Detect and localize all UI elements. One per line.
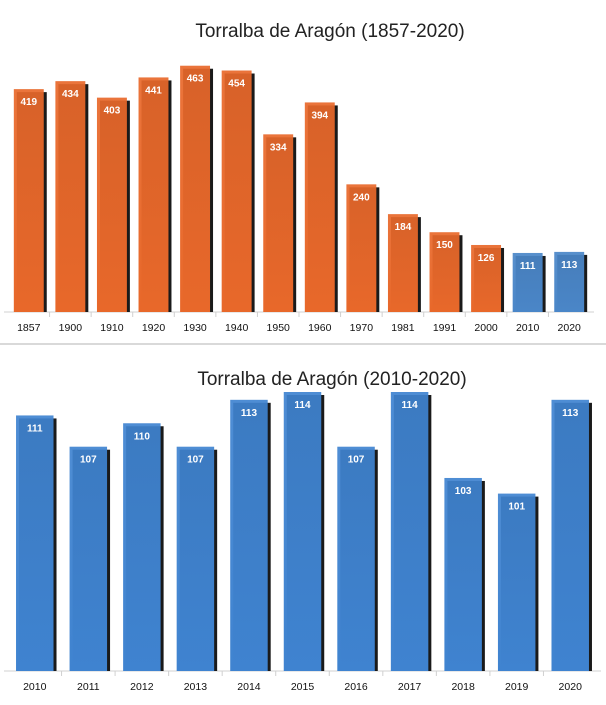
bar-1991 bbox=[429, 232, 460, 312]
data-label-2013: 107 bbox=[187, 455, 204, 466]
tick-label-2017: 2017 bbox=[398, 681, 422, 693]
tick-label-2016: 2016 bbox=[344, 681, 368, 693]
bar-1900 bbox=[55, 81, 86, 313]
tick-label-2018: 2018 bbox=[451, 681, 475, 693]
data-label-2010: 111 bbox=[520, 261, 536, 272]
data-label-1930: 463 bbox=[187, 74, 204, 85]
bar-2018 bbox=[444, 477, 482, 671]
tick-label-1920: 1920 bbox=[142, 322, 166, 334]
tick-label-1900: 1900 bbox=[59, 322, 83, 334]
tick-label-2010: 2010 bbox=[23, 681, 47, 693]
bar-1930 bbox=[180, 65, 211, 312]
tick-label-2015: 2015 bbox=[291, 681, 315, 693]
tick-label-1950: 1950 bbox=[267, 322, 291, 334]
bar-2011 bbox=[69, 446, 108, 671]
chart-canvas-2010-2020: Torralba de Aragón (2010-2020) 111 2010 10… bbox=[4, 369, 601, 693]
data-label-1981: 184 bbox=[395, 222, 412, 233]
bar-2016 bbox=[337, 446, 375, 671]
bar-1910 bbox=[96, 97, 127, 312]
tick-label-2019: 2019 bbox=[505, 681, 529, 693]
bar-2013 bbox=[176, 446, 215, 671]
bar-1940 bbox=[221, 70, 252, 312]
bar-2010 bbox=[16, 415, 54, 671]
chart-divider bbox=[0, 343, 606, 345]
data-label-2012: 110 bbox=[134, 431, 151, 442]
data-label-2015: 114 bbox=[294, 400, 311, 411]
tick-label-2014: 2014 bbox=[237, 681, 261, 693]
data-label-2020: 113 bbox=[561, 260, 578, 271]
tick-label-1930: 1930 bbox=[183, 322, 207, 334]
tick-label-2013: 2013 bbox=[184, 681, 208, 693]
chart-title-1857-2020: Torralba de Aragón (1857-2020) bbox=[195, 21, 464, 42]
bar-2010 bbox=[512, 252, 543, 312]
bar-2020 bbox=[554, 251, 585, 312]
tick-label-2000: 2000 bbox=[474, 322, 498, 334]
bar-2012 bbox=[123, 423, 161, 671]
bar-2014 bbox=[230, 399, 268, 671]
tick-label-1857: 1857 bbox=[17, 322, 41, 334]
population-chart-1857-2020: Torralba de Aragón (1857-2020) 419 1857 43… bbox=[0, 0, 606, 345]
data-label-1991: 150 bbox=[436, 240, 453, 251]
bar-2017 bbox=[390, 392, 429, 671]
tick-label-2011: 2011 bbox=[77, 681, 100, 693]
bar-1960 bbox=[304, 102, 335, 312]
data-label-1910: 403 bbox=[104, 106, 121, 117]
data-label-1857: 419 bbox=[20, 97, 37, 108]
bar-2019 bbox=[497, 493, 536, 671]
tick-label-1970: 1970 bbox=[350, 322, 374, 334]
bar-1920 bbox=[138, 77, 169, 312]
data-label-2014: 113 bbox=[241, 408, 258, 419]
data-label-1900: 434 bbox=[62, 89, 79, 100]
bar-2020 bbox=[551, 399, 589, 671]
tick-label-1981: 1981 bbox=[391, 322, 415, 334]
data-label-2020: 113 bbox=[562, 408, 579, 419]
data-label-2011: 107 bbox=[80, 455, 97, 466]
tick-label-1960: 1960 bbox=[308, 322, 332, 334]
bar-2015 bbox=[283, 392, 322, 671]
data-label-2017: 114 bbox=[402, 400, 419, 411]
data-label-2019: 101 bbox=[508, 502, 525, 513]
data-label-1950: 334 bbox=[270, 142, 287, 153]
data-label-1970: 240 bbox=[353, 192, 370, 203]
population-chart-2010-2020: Torralba de Aragón (2010-2020) 111 2010 10… bbox=[0, 345, 606, 700]
tick-label-1991: 1991 bbox=[433, 322, 457, 334]
bar-1981 bbox=[387, 214, 418, 312]
data-label-2016: 107 bbox=[348, 455, 365, 466]
tick-label-2012: 2012 bbox=[130, 681, 154, 693]
data-label-1960: 394 bbox=[311, 110, 328, 121]
data-label-2000: 126 bbox=[478, 253, 495, 264]
tick-label-1940: 1940 bbox=[225, 322, 249, 334]
tick-label-2010: 2010 bbox=[516, 322, 540, 334]
bar-1950 bbox=[263, 134, 294, 312]
data-label-2018: 103 bbox=[455, 486, 472, 497]
bar-2000 bbox=[471, 244, 502, 312]
data-label-2010: 111 bbox=[27, 423, 43, 434]
data-label-1920: 441 bbox=[145, 85, 162, 96]
data-label-1940: 454 bbox=[228, 79, 245, 90]
tick-label-2020: 2020 bbox=[559, 681, 583, 693]
tick-label-1910: 1910 bbox=[100, 322, 124, 334]
chart-canvas-1857-2020: Torralba de Aragón (1857-2020) 419 1857 43… bbox=[4, 21, 594, 334]
tick-label-2020: 2020 bbox=[558, 322, 582, 334]
bar-1857 bbox=[13, 89, 44, 313]
chart-title-2010-2020: Torralba de Aragón (2010-2020) bbox=[197, 369, 466, 390]
bar-1970 bbox=[346, 184, 377, 312]
